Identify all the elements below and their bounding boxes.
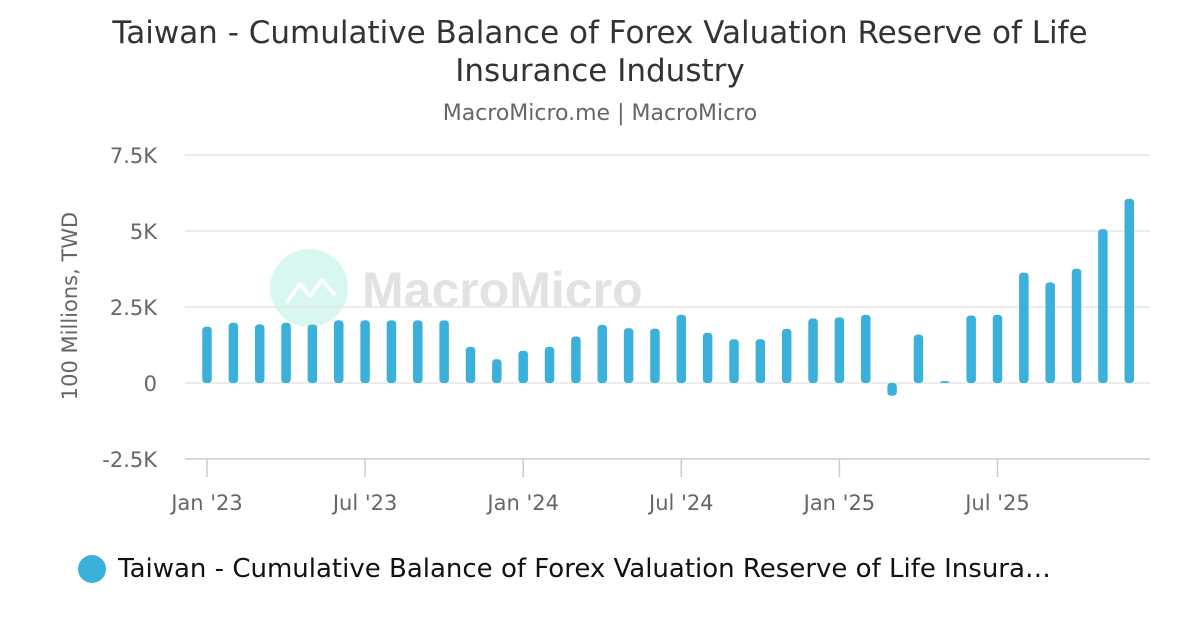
bar[interactable]	[940, 381, 950, 383]
bar[interactable]	[544, 346, 555, 383]
bar[interactable]	[1071, 268, 1082, 383]
bar[interactable]	[992, 314, 1003, 383]
legend-label: Taiwan - Cumulative Balance of Forex Val…	[118, 554, 1051, 584]
bar[interactable]	[1045, 282, 1055, 383]
bar[interactable]	[307, 324, 318, 383]
watermark-logo-icon	[270, 249, 348, 327]
watermark: MacroMicro	[270, 249, 643, 327]
watermark-text: MacroMicro	[362, 262, 643, 318]
bar[interactable]	[571, 336, 581, 383]
y-tick-label: 7.5K	[110, 144, 158, 168]
bar[interactable]	[702, 332, 713, 383]
bar[interactable]	[281, 322, 291, 383]
x-tick-label: Jan '25	[802, 491, 876, 515]
x-tick-label: Jan '24	[485, 491, 559, 515]
bar[interactable]	[228, 322, 239, 383]
chart-subtitle: MacroMicro.me | MacroMicro	[442, 101, 758, 126]
bar[interactable]	[834, 317, 845, 383]
bar[interactable]	[492, 359, 502, 383]
x-tick-label: Jul '24	[647, 491, 714, 515]
bar[interactable]	[439, 320, 449, 383]
bar[interactable]	[623, 328, 634, 383]
bar[interactable]	[966, 315, 976, 383]
legend-marker	[78, 555, 106, 583]
bar[interactable]	[650, 328, 660, 383]
bar[interactable]	[913, 334, 924, 383]
y-tick-label: 5K	[130, 220, 158, 244]
y-tick-label: -2.5K	[102, 448, 158, 472]
bar[interactable]	[202, 326, 212, 383]
bar[interactable]	[413, 320, 423, 383]
bar[interactable]	[518, 350, 528, 383]
x-tick-label: Jul '25	[963, 491, 1030, 515]
bar[interactable]	[676, 314, 687, 383]
watermark-logo-mark	[285, 278, 336, 304]
chart-title: Taiwan - Cumulative Balance of Forex Val…	[112, 15, 1088, 89]
bar[interactable]	[597, 324, 608, 383]
bar[interactable]	[1124, 198, 1135, 383]
legend[interactable]: Taiwan - Cumulative Balance of Forex Val…	[78, 551, 1051, 587]
bar[interactable]	[861, 314, 871, 383]
x-tick-label: Jul '23	[331, 491, 398, 515]
bar[interactable]	[729, 339, 739, 383]
y-tick-label: 2.5K	[110, 296, 158, 320]
bar[interactable]	[887, 383, 897, 396]
bar[interactable]	[360, 320, 370, 383]
x-tick-label: Jan '23	[169, 491, 243, 515]
bar[interactable]	[254, 324, 265, 383]
bar[interactable]	[808, 318, 818, 383]
y-tick-label: 0	[144, 372, 157, 396]
bar[interactable]	[755, 339, 766, 383]
bar[interactable]	[386, 320, 397, 383]
bar[interactable]	[465, 346, 476, 383]
bar[interactable]	[1019, 272, 1029, 383]
bar[interactable]	[781, 328, 792, 383]
y-axis-label: 100 Millions, TWD	[58, 212, 82, 400]
bar[interactable]	[334, 320, 344, 383]
bar[interactable]	[1098, 229, 1108, 383]
